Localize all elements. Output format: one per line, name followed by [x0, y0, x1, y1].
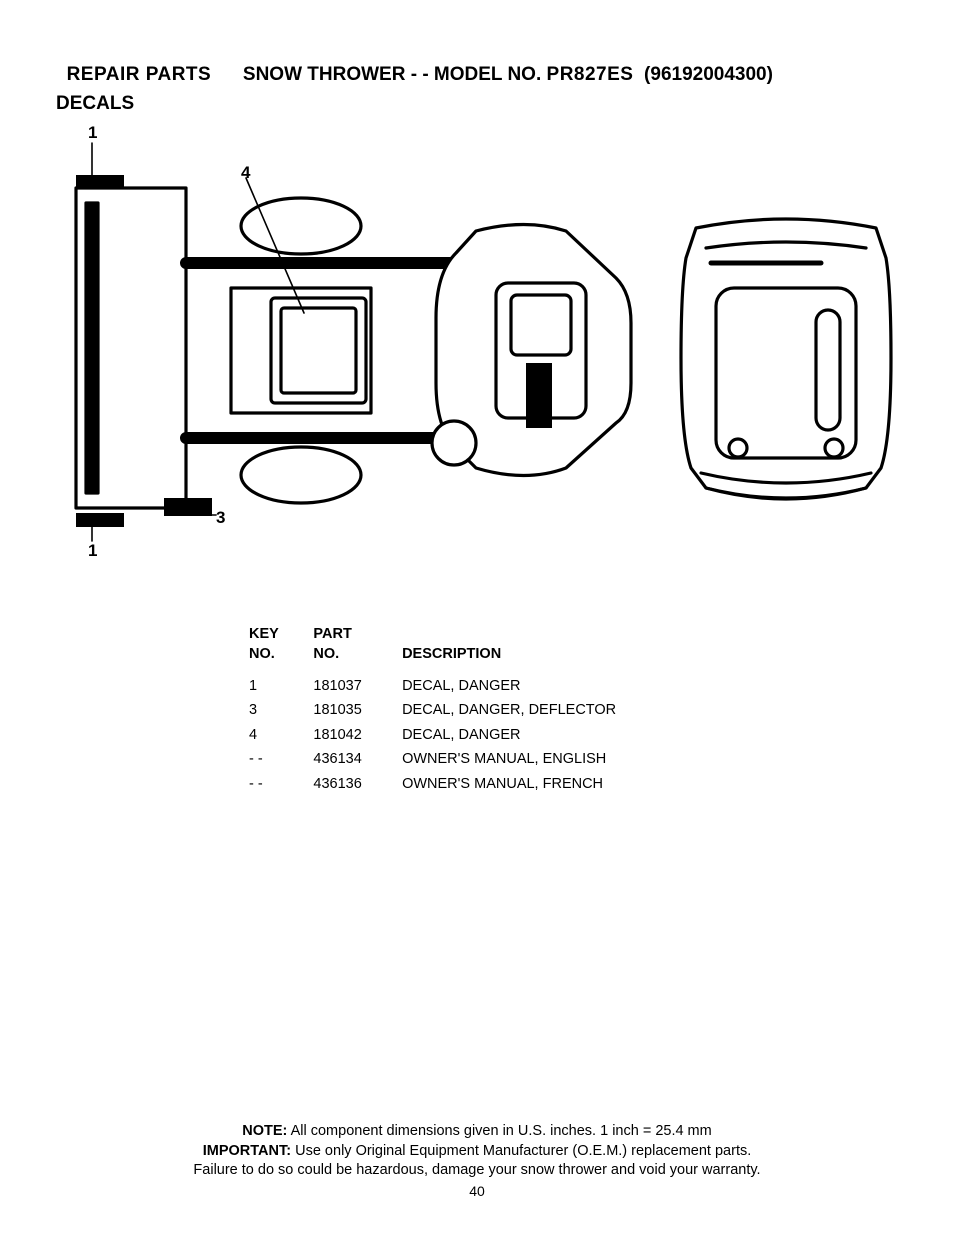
cell-part: 181042 [313, 726, 400, 749]
table-row: 3 181035 DECAL, DANGER, DEFLECTOR [249, 701, 705, 724]
cell-key: - - [249, 750, 311, 773]
cell-part: 436134 [313, 750, 400, 773]
note-label: NOTE: [242, 1123, 287, 1139]
table-row: - - 436136 OWNER'S MANUAL, FRENCH [249, 775, 705, 798]
table-row: 4 181042 DECAL, DANGER [249, 726, 705, 749]
col-key: KEYNO. [249, 625, 311, 674]
footer-notes: NOTE: All component dimensions given in … [0, 1122, 954, 1181]
parts-table: KEYNO. PARTNO. DESCRIPTION 1 181037 DECA… [247, 623, 707, 799]
cell-key: - - [249, 775, 311, 798]
col-part: PARTNO. [313, 625, 400, 674]
note-text: All component dimensions given in U.S. i… [287, 1123, 711, 1139]
col-desc: DESCRIPTION [402, 625, 705, 674]
cell-part: 181035 [313, 701, 400, 724]
footer-line3: Failure to do so could be hazardous, dam… [0, 1161, 954, 1181]
table-row: 1 181037 DECAL, DANGER [249, 677, 705, 700]
cell-desc: OWNER'S MANUAL, FRENCH [402, 775, 705, 798]
product-lead: SNOW THROWER - - MODEL NO. [243, 64, 541, 85]
cell-key: 3 [249, 701, 311, 724]
section-title: DECALS [56, 93, 898, 115]
cell-key: 4 [249, 726, 311, 749]
important-text: Use only Original Equipment Manufacturer… [291, 1143, 751, 1159]
cell-desc: DECAL, DANGER [402, 677, 705, 700]
table-header-row: KEYNO. PARTNO. DESCRIPTION [249, 625, 705, 674]
cell-desc: DECAL, DANGER, DEFLECTOR [402, 701, 705, 724]
table-row: - - 436134 OWNER'S MANUAL, ENGLISH [249, 750, 705, 773]
cell-desc: OWNER'S MANUAL, ENGLISH [402, 750, 705, 773]
cell-desc: DECAL, DANGER [402, 726, 705, 749]
repair-parts-label: REPAIR PARTS [67, 64, 212, 85]
decals-diagram: 1 4 3 1 [56, 123, 896, 583]
page-header: REPAIR PARTS SNOW THROWER - - MODEL NO. … [56, 38, 898, 87]
important-label: IMPORTANT: [203, 1143, 291, 1159]
cell-part: 436136 [313, 775, 400, 798]
diagram-svg [56, 123, 896, 583]
page-number: 40 [0, 1183, 954, 1199]
cell-key: 1 [249, 677, 311, 700]
cell-part: 181037 [313, 677, 400, 700]
model-number: PR827ES [547, 64, 634, 85]
model-tail: (96192004300) [644, 64, 773, 85]
